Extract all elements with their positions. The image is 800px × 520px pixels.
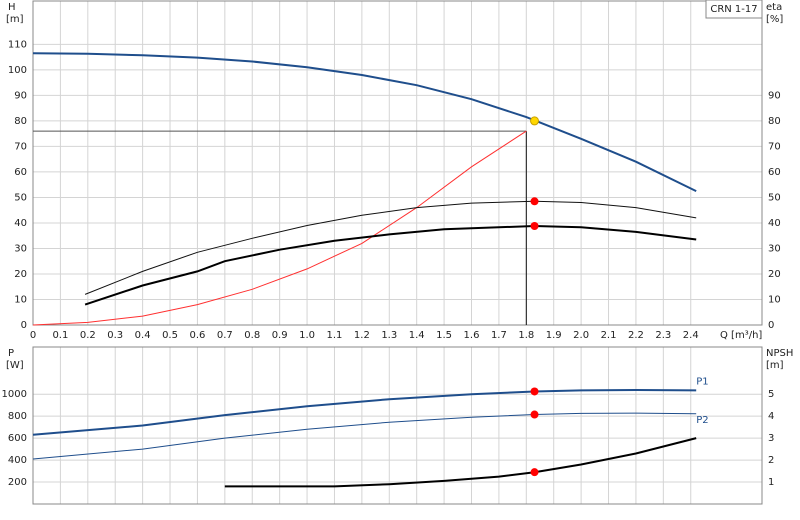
y2-axis-label: eta — [766, 2, 782, 13]
curve-label: P1 — [696, 376, 708, 387]
y2-tick-label: 40 — [768, 218, 781, 229]
x-tick-label: 1.3 — [381, 330, 397, 341]
x-tick-label: 0.3 — [107, 330, 123, 341]
operating-point — [530, 197, 539, 206]
operating-point — [530, 222, 539, 231]
x-tick-label: 1.9 — [546, 330, 562, 341]
x-tick-label: 0.4 — [135, 330, 151, 341]
x-tick-label: 0.2 — [80, 330, 96, 341]
x-tick-label: 1.8 — [518, 330, 534, 341]
y-tick-label: 50 — [14, 192, 27, 203]
x-tick-label: 2.3 — [655, 330, 671, 341]
y-axis-label: H — [8, 2, 16, 13]
x-axis-label: Q [m³/h] — [720, 330, 762, 341]
y-axis-unit: [W] — [6, 360, 24, 371]
x-tick-label: 0.1 — [52, 330, 68, 341]
y2-tick-label: 10 — [768, 294, 781, 305]
y2-tick-label: 70 — [768, 141, 781, 152]
curve — [32, 52, 697, 192]
y2-tick-label: 20 — [768, 269, 781, 280]
y-tick-label: 80 — [14, 116, 27, 127]
y-tick-label: 10 — [14, 294, 27, 305]
x-tick-label: 0.5 — [162, 330, 178, 341]
y-tick-label: 60 — [14, 167, 27, 178]
y2-tick-label: 50 — [768, 192, 781, 203]
x-tick-label: 2.0 — [573, 330, 589, 341]
y2-tick-label: 60 — [768, 167, 781, 178]
curve — [84, 200, 697, 295]
y-tick-label: 20 — [14, 269, 27, 280]
y2-tick-label: 80 — [768, 116, 781, 127]
x-tick-label: 0 — [30, 330, 36, 341]
x-tick-label: 0.9 — [272, 330, 288, 341]
y-tick-label: 100 — [8, 65, 27, 76]
y-tick-label: 400 — [8, 455, 27, 466]
curve — [32, 130, 527, 326]
curve — [32, 412, 697, 460]
x-tick-label: 1.6 — [464, 330, 480, 341]
x-tick-label: 1.1 — [327, 330, 343, 341]
y2-axis-unit: [%] — [766, 14, 783, 25]
x-tick-label: 1.4 — [409, 330, 425, 341]
y2-tick-label: 5 — [768, 389, 774, 400]
y-tick-label: 110 — [8, 39, 27, 50]
y-axis-label: P — [8, 348, 14, 359]
curve — [84, 224, 697, 306]
y-tick-label: 40 — [14, 218, 27, 229]
operating-point — [530, 116, 540, 126]
curve — [32, 388, 697, 436]
x-tick-label: 0.8 — [244, 330, 260, 341]
x-tick-label: 2.1 — [601, 330, 617, 341]
operating-point — [530, 387, 539, 396]
plot-frame — [32, 346, 763, 505]
plot-frame — [32, 0, 763, 326]
x-tick-label: 1.0 — [299, 330, 315, 341]
operating-point — [530, 410, 539, 419]
operating-point — [530, 468, 539, 477]
curve-label: P2 — [696, 415, 708, 426]
x-tick-label: 1.5 — [436, 330, 452, 341]
x-tick-label: 2.4 — [683, 330, 699, 341]
y2-tick-label: 4 — [768, 411, 774, 422]
y-tick-label: 70 — [14, 141, 27, 152]
y-tick-label: 800 — [8, 411, 27, 422]
y-tick-label: 30 — [14, 243, 27, 254]
y-tick-label: 1000 — [2, 389, 27, 400]
chart-title: CRN 1-17 — [710, 4, 757, 15]
y2-axis-unit: [m] — [766, 360, 784, 371]
y2-axis-label: NPSH — [766, 348, 793, 359]
y2-tick-label: 0 — [768, 320, 774, 331]
y-tick-label: 200 — [8, 477, 27, 488]
y2-tick-label: 2 — [768, 455, 774, 466]
x-tick-label: 1.2 — [354, 330, 370, 341]
y2-tick-label: 3 — [768, 433, 774, 444]
x-tick-label: 1.7 — [491, 330, 507, 341]
curve — [224, 437, 697, 488]
title-box — [705, 0, 763, 19]
y-tick-label: 600 — [8, 433, 27, 444]
y2-tick-label: 1 — [768, 477, 774, 488]
x-tick-label: 0.6 — [189, 330, 205, 341]
x-tick-label: 0.7 — [217, 330, 233, 341]
y-tick-label: 90 — [14, 90, 27, 101]
y-tick-label: 0 — [21, 320, 27, 331]
y-axis-unit: [m] — [6, 14, 24, 25]
y2-tick-label: 30 — [768, 243, 781, 254]
x-tick-label: 2.2 — [628, 330, 644, 341]
y2-tick-label: 90 — [768, 90, 781, 101]
